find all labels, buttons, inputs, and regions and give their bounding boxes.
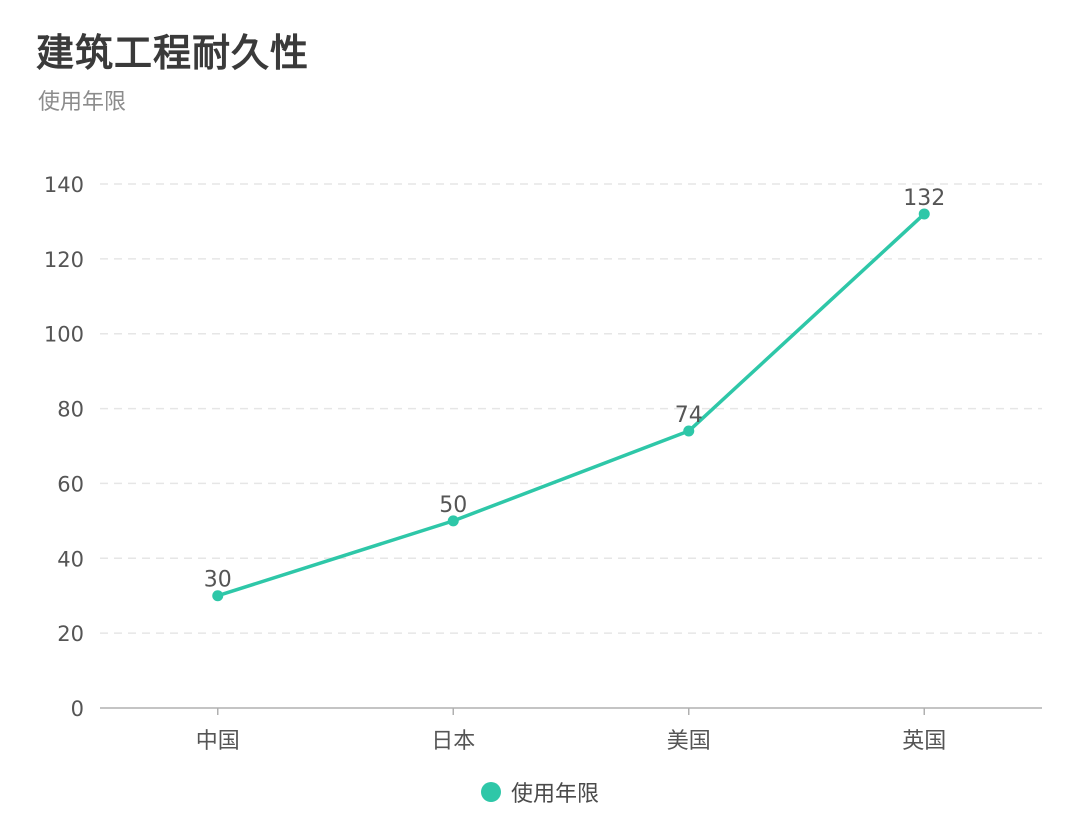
y-tick-label: 120: [44, 248, 84, 272]
data-point[interactable]: [447, 515, 459, 527]
x-tick-label: 美国: [667, 729, 711, 754]
x-tick-label: 中国: [196, 729, 240, 754]
data-label: 132: [903, 186, 945, 211]
y-tick-label: 40: [57, 547, 84, 571]
y-tick-label: 20: [57, 622, 84, 646]
series-line-group: [212, 208, 930, 602]
y-axis-ticks: 0 20 40 60 80 100 120 140: [44, 173, 84, 721]
legend-swatch-icon: [480, 782, 501, 802]
x-tick-label: 英国: [902, 729, 946, 754]
chart-title: 建筑工程耐久性: [36, 31, 310, 75]
grid-lines: [100, 183, 1042, 634]
y-tick-label: 60: [57, 472, 84, 496]
data-label: 30: [204, 568, 232, 593]
chart-subtitle: 使用年限: [38, 90, 127, 115]
y-tick-label: 0: [71, 697, 84, 721]
y-tick-label: 140: [44, 173, 84, 197]
data-point[interactable]: [212, 590, 224, 602]
legend[interactable]: 使用年限: [0, 776, 1080, 808]
y-tick-label: 80: [57, 398, 84, 422]
data-point[interactable]: [918, 208, 930, 220]
data-label: 74: [675, 403, 703, 428]
x-tick-label: 日本: [431, 729, 475, 754]
series-line: [216, 212, 926, 598]
x-axis-ticks: 中国 日本 美国 英国: [196, 708, 946, 754]
y-tick-label: 100: [44, 323, 84, 347]
data-labels: 30 50 74 132: [204, 186, 946, 593]
data-label: 50: [439, 493, 467, 518]
data-point[interactable]: [683, 425, 695, 437]
legend-label: 使用年限: [510, 782, 599, 807]
